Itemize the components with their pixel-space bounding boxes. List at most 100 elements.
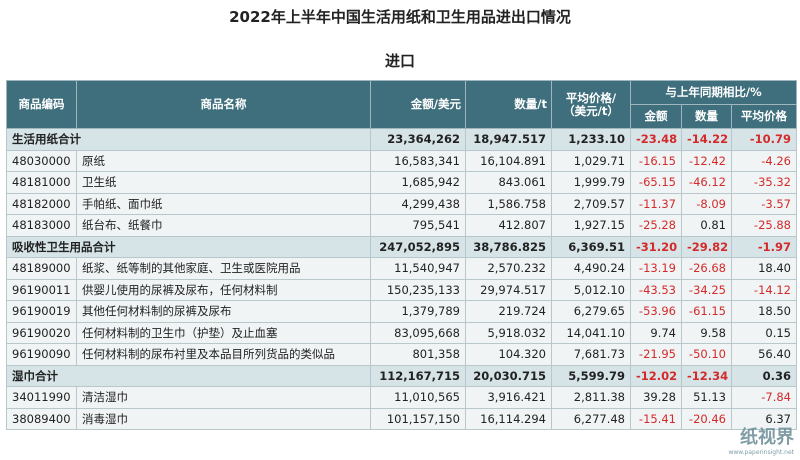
total-label: 生活用纸合计 xyxy=(6,128,371,151)
value-cell: -21.95 xyxy=(630,343,682,366)
value-cell: -3.57 xyxy=(731,192,797,215)
value-cell: 83,095,668 xyxy=(370,321,466,344)
row: 48181000 卫生纸 1,685,942 843.061 1,999.79 -65.1… xyxy=(6,171,797,194)
value-cell: 1,586.758 xyxy=(465,192,552,215)
watermark-brand: 纸视界 xyxy=(740,427,794,448)
value-cell: 2,811.38 xyxy=(551,386,631,409)
value-cell: 1,999.79 xyxy=(551,171,631,194)
value-cell: -25.88 xyxy=(731,214,797,237)
value-cell: -12.42 xyxy=(681,149,732,172)
name-cell: 任何材料制的卫生巾（护垫）及止血塞 xyxy=(76,321,371,344)
code-cell: 96190011 xyxy=(6,278,77,301)
value-cell: 0.36 xyxy=(731,364,797,387)
name-cell: 纸浆、纸等制的其他家庭、卫生或医院用品 xyxy=(76,257,371,280)
value-cell: -26.68 xyxy=(681,257,732,280)
value-cell: 412.807 xyxy=(465,214,552,237)
header-cell: 商品编码 xyxy=(6,80,77,129)
name-cell: 手帕纸、面巾纸 xyxy=(76,192,371,215)
value-cell: 4,490.24 xyxy=(551,257,631,280)
value-cell: 5,599.79 xyxy=(551,364,631,387)
total-label: 湿巾合计 xyxy=(6,364,371,387)
name-cell: 原纸 xyxy=(76,149,371,172)
value-cell: -16.15 xyxy=(630,149,682,172)
row: 96190090 任何材料制的尿布衬里及本品目所列货品的类似品 801,358 104… xyxy=(6,343,797,366)
value-cell: -25.28 xyxy=(630,214,682,237)
row: 48189000 纸浆、纸等制的其他家庭、卫生或医院用品 11,540,947 2,5… xyxy=(6,257,797,280)
row: 96190011 供婴儿使用的尿裤及尿布，任何材料制 150,235,133 29,9… xyxy=(6,278,797,301)
header-cell: 金额/美元 xyxy=(370,80,466,129)
total-row: 湿巾合计 112,167,715 20,030.715 5,599.79 -12.02-… xyxy=(6,364,797,387)
value-cell: 112,167,715 xyxy=(370,364,466,387)
value-cell: 247,052,895 xyxy=(370,235,466,258)
name-cell: 清洁湿巾 xyxy=(76,386,371,409)
value-cell: -50.10 xyxy=(681,343,732,366)
name-cell: 纸台布、纸餐巾 xyxy=(76,214,371,237)
value-cell: 1,233.10 xyxy=(551,128,631,151)
header-cell: 平均价格 xyxy=(731,104,797,129)
value-cell: -20.46 xyxy=(681,407,732,430)
value-cell: 5,012.10 xyxy=(551,278,631,301)
value-cell: 11,540,947 xyxy=(370,257,466,280)
value-cell: -29.82 xyxy=(681,235,732,258)
value-cell: 2,570.232 xyxy=(465,257,552,280)
name-cell: 消毒湿巾 xyxy=(76,407,371,430)
value-cell: -10.79 xyxy=(731,128,797,151)
value-cell: -34.25 xyxy=(681,278,732,301)
value-cell: -53.96 xyxy=(630,300,682,323)
value-cell: 219.724 xyxy=(465,300,552,323)
table-body: 生活用纸合计 23,364,262 18,947.517 1,233.10 -23.48… xyxy=(6,128,797,430)
value-cell: -4.26 xyxy=(731,149,797,172)
value-cell: 23,364,262 xyxy=(370,128,466,151)
value-cell: -8.09 xyxy=(681,192,732,215)
subtitle: 进口 xyxy=(384,52,415,70)
value-cell: 2,709.57 xyxy=(551,192,631,215)
value-cell: -12.02 xyxy=(630,364,682,387)
value-cell: -14.12 xyxy=(731,278,797,301)
name-cell: 供婴儿使用的尿裤及尿布，任何材料制 xyxy=(76,278,371,301)
value-cell: 9.74 xyxy=(630,321,682,344)
header-cell: 金额 xyxy=(630,104,682,129)
value-cell: 1,927.15 xyxy=(551,214,631,237)
value-cell: -61.15 xyxy=(681,300,732,323)
code-cell: 96190020 xyxy=(6,321,77,344)
value-cell: 16,114.294 xyxy=(465,407,552,430)
total-row: 吸收性卫生用品合计 247,052,895 38,786.825 6,369.51 -3… xyxy=(6,235,797,258)
value-cell: 104.320 xyxy=(465,343,552,366)
value-cell: -7.84 xyxy=(731,386,797,409)
total-label: 吸收性卫生用品合计 xyxy=(6,235,371,258)
import-table: 商品编码 商品名称 金额/美元 数量/t 平均价格/（美元/t） 与上年同期相比… xyxy=(6,80,797,430)
value-cell: 3,916.421 xyxy=(465,386,552,409)
value-cell: 29,974.517 xyxy=(465,278,552,301)
value-cell: 20,030.715 xyxy=(465,364,552,387)
value-cell: 18.40 xyxy=(731,257,797,280)
code-cell: 96190090 xyxy=(6,343,77,366)
value-cell: 4,299,438 xyxy=(370,192,466,215)
value-cell: -15.41 xyxy=(630,407,682,430)
header-line: 平均价格/ xyxy=(565,90,617,105)
code-cell: 38089400 xyxy=(6,407,77,430)
name-cell: 任何材料制的尿布衬里及本品目所列货品的类似品 xyxy=(76,343,371,366)
value-cell: 16,104.891 xyxy=(465,149,552,172)
header-line: （美元/t） xyxy=(563,103,619,118)
value-cell: 56.40 xyxy=(731,343,797,366)
value-cell: -31.20 xyxy=(630,235,682,258)
value-cell: 18.50 xyxy=(731,300,797,323)
title: 2022年上半年中国生活用纸和卫生用品进出口情况 xyxy=(229,8,571,26)
row: 48182000 手帕纸、面巾纸 4,299,438 1,586.758 2,709.5… xyxy=(6,192,797,215)
code-cell: 48183000 xyxy=(6,214,77,237)
header-cell: 平均价格/（美元/t） xyxy=(551,80,631,129)
value-cell: 1,029.71 xyxy=(551,149,631,172)
value-cell: -13.19 xyxy=(630,257,682,280)
value-cell: 6,277.48 xyxy=(551,407,631,430)
code-cell: 96190019 xyxy=(6,300,77,323)
value-cell: 1,379,789 xyxy=(370,300,466,323)
value-cell: -43.53 xyxy=(630,278,682,301)
value-cell: 14,041.10 xyxy=(551,321,631,344)
value-cell: 795,541 xyxy=(370,214,466,237)
value-cell: 150,235,133 xyxy=(370,278,466,301)
row: 38089400 消毒湿巾 101,157,150 16,114.294 6,277.4… xyxy=(6,407,797,430)
value-cell: 0.81 xyxy=(681,214,732,237)
name-cell: 其他任何材料制的尿裤及尿布 xyxy=(76,300,371,323)
value-cell: -11.37 xyxy=(630,192,682,215)
value-cell: -46.12 xyxy=(681,171,732,194)
